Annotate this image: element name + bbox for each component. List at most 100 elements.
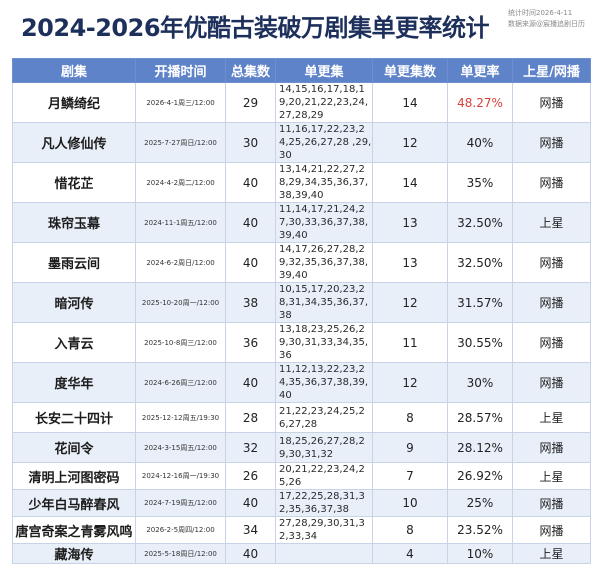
page-title: 2024-2026年优酷古装破万剧集单更率统计 <box>20 14 490 42</box>
single-update-episodes: 11,16,17,22,23,24,25,26,27,28 ,29,30 <box>275 122 373 163</box>
total-episodes: 32 <box>225 432 276 463</box>
broadcast-type: 网播 <box>512 242 591 283</box>
single-update-episodes: 11,14,17,21,24,27,30,33,36,37,38,39,40 <box>275 202 373 243</box>
single-update-rate: 26.92% <box>447 462 513 490</box>
header-cell: 上星/网播 <box>512 58 591 83</box>
drama-name: 度华年 <box>12 362 136 403</box>
drama-name: 花间令 <box>12 432 136 463</box>
table-row: 珠帘玉幕 2024-11-1周五/12:00 40 11,14,17,21,24,27… <box>12 202 591 243</box>
broadcast-type: 网播 <box>512 162 591 203</box>
table-row: 花间令 2024-3-15周五/12:00 32 18,25,26,27,28,29,… <box>12 432 591 463</box>
drama-name: 藏海传 <box>12 543 136 564</box>
single-update-episodes: 13,18,23,25,26,29,30,31,33,34,35,36 <box>275 322 373 363</box>
single-update-rate: 25% <box>447 489 513 517</box>
header-cell: 单更集 <box>275 58 373 83</box>
single-update-episodes: 14,17,26,27,28,29,32,35,36,37,38,39,40 <box>275 242 373 283</box>
drama-name: 长安二十四计 <box>12 402 136 433</box>
stat-time: 统计时间2026-4-11 <box>508 9 573 17</box>
single-update-rate: 10% <box>447 543 513 564</box>
total-episodes: 40 <box>225 202 276 243</box>
single-update-rate: 23.52% <box>447 516 513 544</box>
single-update-count: 8 <box>372 516 448 544</box>
single-update-episodes: 21,22,23,24,25,26,27,28 <box>275 402 373 433</box>
table-row: 入青云 2025-10-8周三/12:00 36 13,18,23,25,26,29,… <box>12 322 591 363</box>
stats-table: 剧集 开播时间 总集数 单更集 单更集数 单更率 上星/网播 月鳞绮纪 2026-… <box>12 58 591 564</box>
single-update-count: 14 <box>372 162 448 203</box>
single-update-count: 13 <box>372 202 448 243</box>
table-row: 唐宫奇案之青雾风鸣 2026-2-5周四/12:00 34 27,28,29,30,3… <box>12 516 591 544</box>
header-cell: 开播时间 <box>135 58 226 83</box>
data-source: 数据来源@宸播追剧日历 <box>508 20 585 28</box>
broadcast-type: 上星 <box>512 202 591 243</box>
broadcast-type: 网播 <box>512 489 591 517</box>
drama-name: 珠帘玉幕 <box>12 202 136 243</box>
table-row: 少年白马醉春风 2024-7-19周五/12:00 40 17,22,25,28,31… <box>12 489 591 517</box>
single-update-count: 13 <box>372 242 448 283</box>
air-date: 2024-12-16周一/19:30 <box>135 462 226 490</box>
total-episodes: 40 <box>225 362 276 403</box>
broadcast-type: 网播 <box>512 282 591 323</box>
single-update-episodes <box>275 543 373 564</box>
single-update-rate: 40% <box>447 122 513 163</box>
single-update-rate: 48.27% <box>447 82 513 123</box>
single-update-count: 12 <box>372 122 448 163</box>
single-update-episodes: 18,25,26,27,28,29,30,31,32 <box>275 432 373 463</box>
air-date: 2025-10-20周一/12:00 <box>135 282 226 323</box>
drama-name: 入青云 <box>12 322 136 363</box>
table-row: 藏海传 2025-5-18周日/12:00 40 4 10% 上星 <box>12 543 591 564</box>
page: 2024-2026年优酷古装破万剧集单更率统计 统计时间2026-4-11 数据… <box>12 9 591 564</box>
broadcast-type: 网播 <box>512 322 591 363</box>
table-body: 月鳞绮纪 2026-4-1周三/12:00 29 14,15,16,17,18,19,… <box>12 82 591 564</box>
single-update-episodes: 10,15,17,20,23,28,31,34,35,36,37,38 <box>275 282 373 323</box>
air-date: 2026-4-1周三/12:00 <box>135 82 226 123</box>
air-date: 2024-6-2周日/12:00 <box>135 242 226 283</box>
air-date: 2024-11-1周五/12:00 <box>135 202 226 243</box>
broadcast-type: 网播 <box>512 432 591 463</box>
broadcast-type: 网播 <box>512 122 591 163</box>
total-episodes: 40 <box>225 242 276 283</box>
single-update-count: 7 <box>372 462 448 490</box>
broadcast-type: 网播 <box>512 362 591 403</box>
table-row: 月鳞绮纪 2026-4-1周三/12:00 29 14,15,16,17,18,19,… <box>12 82 591 123</box>
broadcast-type: 网播 <box>512 82 591 123</box>
total-episodes: 26 <box>225 462 276 490</box>
single-update-rate: 30% <box>447 362 513 403</box>
air-date: 2024-6-26周三/12:00 <box>135 362 226 403</box>
drama-name: 凡人修仙传 <box>12 122 136 163</box>
air-date: 2025-7-27周日/12:00 <box>135 122 226 163</box>
air-date: 2025-10-8周三/12:00 <box>135 322 226 363</box>
single-update-count: 4 <box>372 543 448 564</box>
total-episodes: 34 <box>225 516 276 544</box>
broadcast-type: 网播 <box>512 516 591 544</box>
drama-name: 少年白马醉春风 <box>12 489 136 517</box>
single-update-episodes: 27,28,29,30,31,32,33,34 <box>275 516 373 544</box>
single-update-rate: 31.57% <box>447 282 513 323</box>
header-cell: 单更率 <box>447 58 513 83</box>
single-update-count: 9 <box>372 432 448 463</box>
single-update-rate: 30.55% <box>447 322 513 363</box>
single-update-rate: 32.50% <box>447 202 513 243</box>
drama-name: 月鳞绮纪 <box>12 82 136 123</box>
table-row: 墨雨云间 2024-6-2周日/12:00 40 14,17,26,27,28,29,… <box>12 242 591 283</box>
table-row: 长安二十四计 2025-12-12周五/19:30 28 21,22,23,24,25… <box>12 402 591 433</box>
air-date: 2024-3-15周五/12:00 <box>135 432 226 463</box>
table-row: 度华年 2024-6-26周三/12:00 40 11,12,13,22,23,24,… <box>12 362 591 403</box>
single-update-episodes: 14,15,16,17,18,19,20,21,22,23,24,27,28,2… <box>275 82 373 123</box>
air-date: 2025-12-12周五/19:30 <box>135 402 226 433</box>
single-update-episodes: 11,12,13,22,23,24,35,36,37,38,39,40 <box>275 362 373 403</box>
header-row: 剧集 开播时间 总集数 单更集 单更集数 单更率 上星/网播 <box>12 58 591 83</box>
broadcast-type: 上星 <box>512 543 591 564</box>
total-episodes: 40 <box>225 489 276 517</box>
single-update-count: 8 <box>372 402 448 433</box>
total-episodes: 28 <box>225 402 276 433</box>
air-date: 2024-7-19周五/12:00 <box>135 489 226 517</box>
total-episodes: 36 <box>225 322 276 363</box>
single-update-count: 10 <box>372 489 448 517</box>
table-row: 暗河传 2025-10-20周一/12:00 38 10,15,17,20,23,28… <box>12 282 591 323</box>
single-update-rate: 28.57% <box>447 402 513 433</box>
drama-name: 暗河传 <box>12 282 136 323</box>
broadcast-type: 上星 <box>512 462 591 490</box>
air-date: 2024-4-2周二/12:00 <box>135 162 226 203</box>
single-update-rate: 35% <box>447 162 513 203</box>
total-episodes: 40 <box>225 543 276 564</box>
